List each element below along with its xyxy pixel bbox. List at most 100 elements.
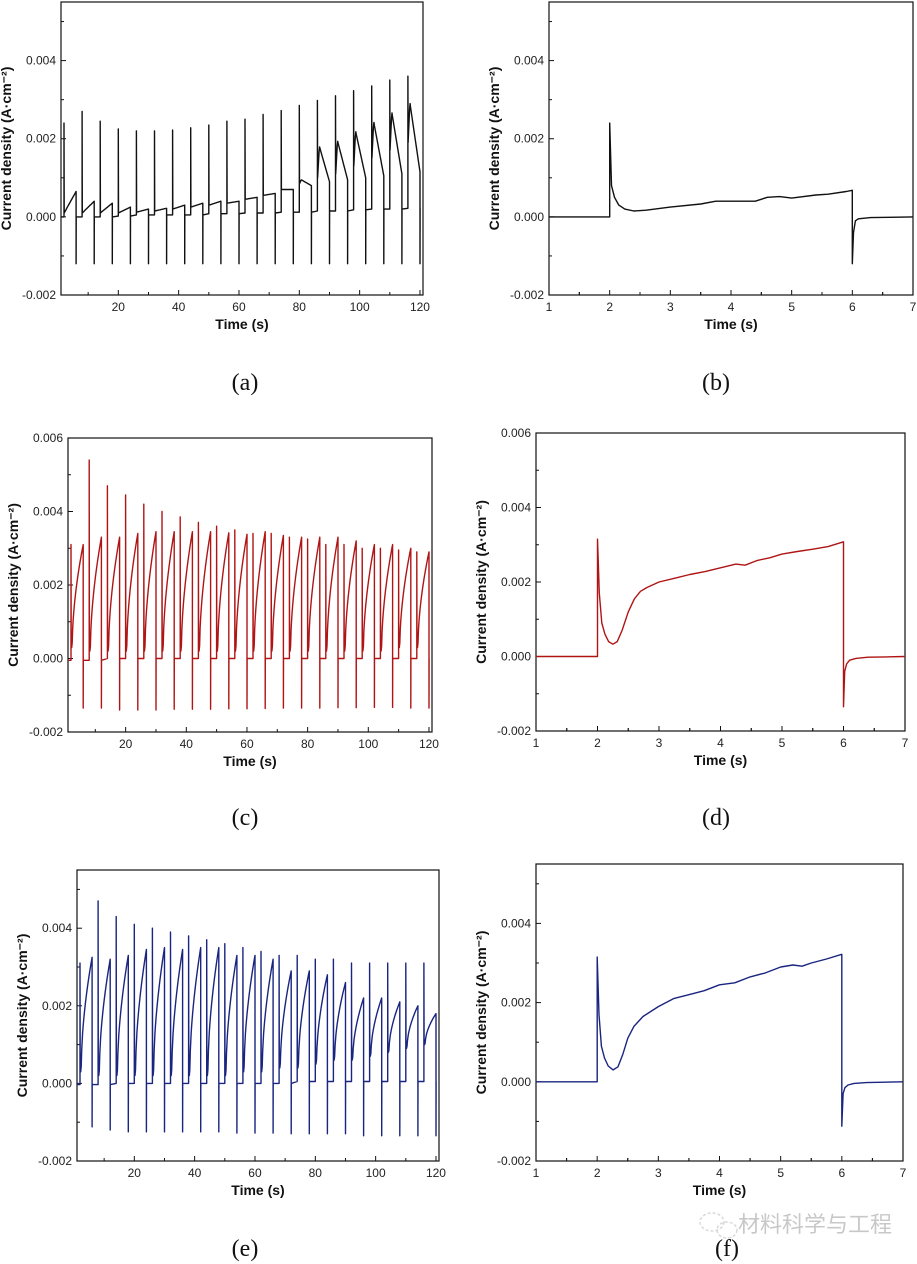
x-tick-label: 20 [128,1166,142,1180]
y-axis-title: Current density (A·cm⁻²) [5,503,21,667]
x-tick-label: 120 [419,737,439,751]
watermark-text: 材料科学与工程 [738,1213,892,1238]
x-tick-label: 4 [728,300,735,314]
y-tick-label: 0.006 [501,426,531,440]
panel-e: -0.002 0.000 0.002 0.004 20 40 60 80 100 120 Time … [14,869,446,1198]
plot-frame [67,437,433,733]
x-tick-label: 80 [293,300,307,314]
y-tick-label: -0.002 [510,288,544,302]
x-tick-label: 100 [350,300,370,314]
y-tick-label: 0.002 [514,132,544,146]
y-tick-label: 0.004 [42,921,72,935]
panel-label-b: (b) [702,370,730,396]
x-tick-label: 120 [410,300,430,314]
data-series-line [549,122,914,265]
y-axis-title: Current density (A·cm⁻²) [473,500,489,664]
y-tick-label: 0.004 [514,54,544,68]
y-tick-label: 0.000 [33,652,63,666]
y-axis-title: Current density (A·cm⁻²) [473,931,489,1095]
panel-label-d: (d) [702,805,730,831]
data-series-line [61,75,421,265]
y-tick-label: 0.002 [501,575,531,589]
data-series-line [77,900,437,1137]
plot-frame [76,869,440,1162]
plot-frame [535,863,904,1162]
x-tick-label: 2 [606,300,613,314]
panel-label-f: (f) [715,1236,739,1262]
x-tick-label: 1 [533,1166,540,1180]
x-tick-label: 5 [779,736,786,750]
y-tick-label: 0.004 [501,501,531,515]
x-tick-label: 2 [594,736,601,750]
panel-d: -0.002 0.000 0.002 0.004 0.006 1 2 3 4 5 6 7 Time (s… [473,426,909,768]
y-tick-label: 0.000 [42,1076,72,1090]
plot-frame [535,432,906,732]
y-axis-title: Current density (A·cm⁻²) [0,67,14,231]
plot-frame [60,1,424,296]
x-tick-label: 3 [655,1166,662,1180]
x-tick-label: 3 [667,300,674,314]
y-tick-label: -0.002 [22,288,56,302]
x-tick-label: 40 [172,300,186,314]
x-tick-label: 120 [426,1166,446,1180]
x-axis-title: Time (s) [693,1182,746,1198]
x-axis-title: Time (s) [223,753,276,769]
y-tick-label: 0.000 [26,210,56,224]
y-tick-label: 0.004 [26,54,56,68]
x-tick-label: 20 [119,737,133,751]
x-tick-label: 5 [788,300,795,314]
x-tick-label: 7 [910,300,917,314]
y-tick-label: 0.000 [501,650,531,664]
x-tick-label: 2 [594,1166,601,1180]
y-axis-title: Current density (A·cm⁻²) [486,67,502,231]
y-tick-label: 0.004 [501,916,531,930]
wechat-logo-icon [699,1212,738,1239]
x-tick-label: 100 [358,737,378,751]
x-tick-label: 60 [248,1166,262,1180]
x-tick-label: 80 [301,737,315,751]
panel-b: -0.002 0.000 0.002 0.004 1 2 3 4 5 6 7 Time (s) Curr… [486,1,917,332]
x-axis-title: Time (s) [694,752,747,768]
y-tick-label: 0.002 [26,132,56,146]
x-axis-title: Time (s) [215,316,268,332]
x-tick-label: 40 [188,1166,202,1180]
x-tick-label: 60 [232,300,246,314]
y-tick-label: 0.000 [514,210,544,224]
x-tick-label: 7 [900,1166,907,1180]
y-tick-label: 0.000 [501,1075,531,1089]
x-tick-label: 4 [716,1166,723,1180]
x-tick-label: 1 [546,300,553,314]
y-tick-label: -0.002 [29,725,63,739]
x-tick-label: 6 [840,736,847,750]
panel-a: -0.002 0.000 0.002 0.004 20 40 60 80 100 120 Time … [0,1,430,332]
x-tick-label: 6 [849,300,856,314]
x-tick-label: 40 [180,737,194,751]
x-axis-title: Time (s) [231,1182,284,1198]
y-tick-label: 0.004 [33,505,63,519]
panel-label-e: (e) [232,1236,259,1262]
data-series-line [536,953,904,1127]
y-tick-label: 0.002 [501,996,531,1010]
x-tick-label: 60 [240,737,254,751]
x-tick-label: 5 [777,1166,784,1180]
x-axis-title: Time (s) [704,316,757,332]
y-tick-label: 0.002 [42,999,72,1013]
x-tick-label: 20 [112,300,126,314]
data-series-line [68,459,430,711]
y-axis-title: Current density (A·cm⁻²) [14,934,30,1098]
plot-frame [548,1,914,296]
panel-label-a: (a) [232,370,259,396]
panel-c: -0.002 0.000 0.002 0.004 0.006 20 40 60 80 100 120… [5,431,439,769]
y-tick-label: -0.002 [497,1154,531,1168]
x-tick-label: 3 [656,736,663,750]
x-tick-label: 6 [838,1166,845,1180]
x-tick-label: 7 [902,736,909,750]
y-tick-label: 0.006 [33,431,63,445]
y-tick-label: -0.002 [497,724,531,738]
x-tick-label: 80 [309,1166,323,1180]
panel-label-c: (c) [232,805,259,831]
x-tick-label: 4 [717,736,724,750]
y-tick-label: -0.002 [38,1154,72,1168]
panel-f: -0.002 0.000 0.002 0.004 1 2 3 4 5 6 7 Time (s) Curr… [473,863,907,1198]
